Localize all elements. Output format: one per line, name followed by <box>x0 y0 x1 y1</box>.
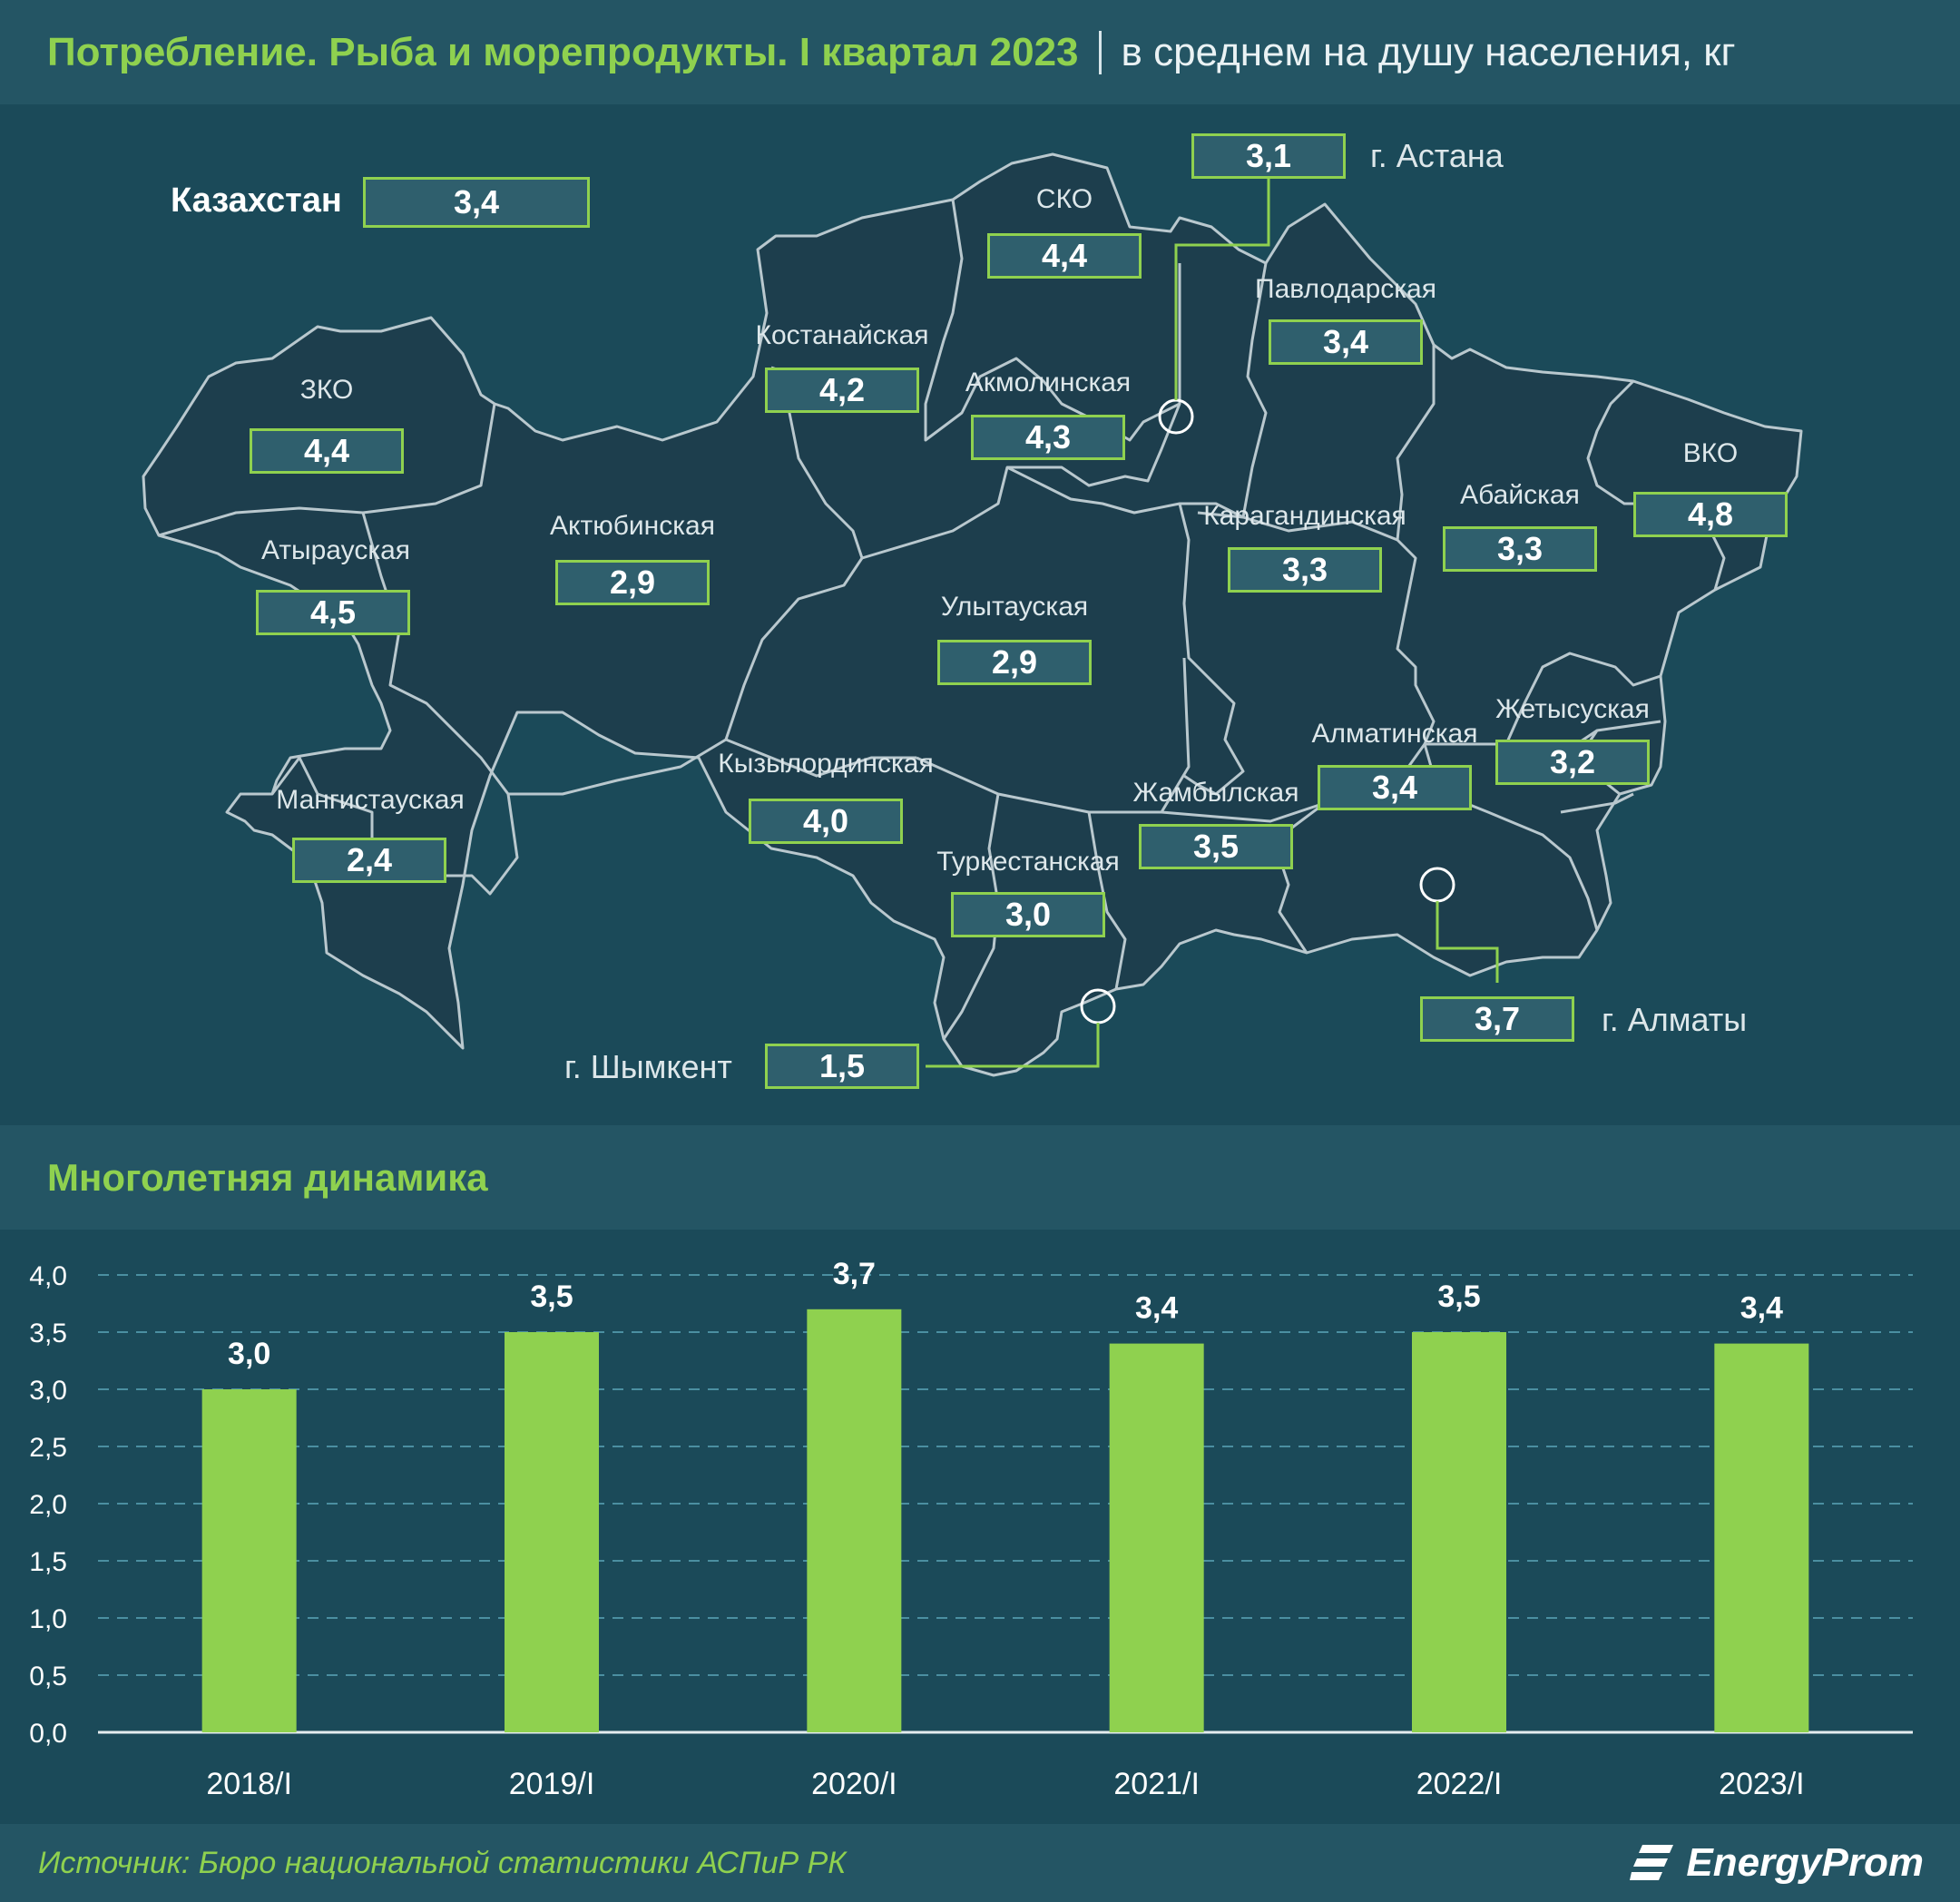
region-name-turkestan: Туркестанская <box>936 847 1120 877</box>
region-value-vko: 4,8 <box>1633 492 1788 537</box>
region-value-atyrau: 4,5 <box>256 590 410 635</box>
title-separator <box>1098 30 1102 74</box>
x-tick-label: 2019/I <box>509 1767 595 1801</box>
bar <box>807 1309 902 1732</box>
page-subtitle: в среднем на душу населения, кг <box>1121 29 1736 74</box>
x-tick-label: 2018/I <box>206 1767 292 1801</box>
page-title: Потребление. Рыба и морепродукты. I квар… <box>47 29 1079 74</box>
bar <box>1714 1343 1809 1732</box>
region-value-zhetysu: 3,2 <box>1495 740 1650 785</box>
y-tick-label: 3,0 <box>29 1376 67 1406</box>
x-tick-label: 2022/I <box>1416 1767 1503 1801</box>
bar <box>505 1332 599 1732</box>
bar-value-label: 3,5 <box>530 1279 573 1314</box>
region-name-almaty-region: Алматинская <box>1311 719 1478 749</box>
bar-value-label: 3,4 <box>1135 1291 1178 1326</box>
astana-leader-line <box>1174 156 1270 400</box>
city-name-astana: г. Астана <box>1370 137 1504 174</box>
bar-value-label: 3,4 <box>1740 1291 1783 1326</box>
region-name-atyrau: Атырауская <box>260 535 411 565</box>
region-name-vko: ВКО <box>1682 438 1739 468</box>
city-name-almaty: г. Алматы <box>1602 1001 1748 1038</box>
shymkent-leader-line <box>926 1023 1100 1068</box>
region-name-kyzylorda: Кызылординская <box>718 749 934 779</box>
almaty-leader-line <box>1436 901 1499 983</box>
city-name-shymkent: г. Шымкент <box>564 1048 732 1085</box>
region-value-almaty-region: 3,4 <box>1318 765 1472 810</box>
header: Потребление. Рыба и морепродукты. I квар… <box>0 0 1960 104</box>
region-value-kyzylorda: 4,0 <box>749 799 903 844</box>
x-tick-label: 2021/I <box>1113 1767 1200 1801</box>
region-name-karaganda: Карагандинская <box>1203 501 1406 531</box>
dynamics-header: Многолетняя динамика <box>0 1125 1960 1230</box>
energyprom-logo-icon <box>1630 1845 1674 1880</box>
region-value-pavlodar: 3,4 <box>1269 319 1423 365</box>
bar <box>1412 1332 1506 1732</box>
source-note: Источник: Бюро национальной статистики А… <box>38 1845 847 1880</box>
region-value-zko: 4,4 <box>250 428 404 474</box>
region-value-kostanay: 4,2 <box>765 368 919 413</box>
city-value-almaty: 3,7 <box>1420 996 1574 1042</box>
bar <box>201 1389 297 1732</box>
footer: Источник: Бюро национальной статистики А… <box>0 1824 1960 1902</box>
region-value-abay: 3,3 <box>1443 526 1597 572</box>
y-tick-label: 1,5 <box>29 1547 67 1577</box>
country-label: Казахстан <box>171 181 342 220</box>
region-value-sko: 4,4 <box>987 233 1142 279</box>
dynamics-bar-chart: 0,0 0,5 1,0 1,5 2,0 2,5 3,0 3,5 4,0 3,0 2018/I 3,5 2… <box>29 1257 1913 1801</box>
region-name-abay: Абайская <box>1460 480 1580 510</box>
region-value-zhambyl: 3,5 <box>1139 824 1293 869</box>
region-value-ulytau: 2,9 <box>937 640 1092 685</box>
x-tick-label: 2023/I <box>1719 1767 1805 1801</box>
map-panel: Казахстан 3,4 ЗКО 4,4 Атырауская 4,5 Ман… <box>0 104 1960 1125</box>
y-tick-label: 2,0 <box>29 1490 67 1520</box>
x-tick-label: 2020/I <box>811 1767 897 1801</box>
logo-text: EnergyProm <box>1686 1840 1924 1885</box>
bar <box>1109 1343 1204 1732</box>
region-name-ulytau: Улытауская <box>940 592 1089 622</box>
y-tick-label: 0,0 <box>29 1719 67 1749</box>
y-tick-label: 3,5 <box>29 1319 67 1348</box>
region-name-kostanay: Костанайская <box>755 320 929 350</box>
region-value-aktobe: 2,9 <box>555 560 710 605</box>
y-tick-label: 4,0 <box>29 1261 67 1291</box>
region-value-karaganda: 3,3 <box>1228 547 1382 593</box>
y-tick-label: 2,5 <box>29 1433 67 1463</box>
region-value-turkestan: 3,0 <box>951 892 1105 937</box>
bar-value-label: 3,0 <box>228 1337 270 1371</box>
region-name-aktobe: Актюбинская <box>550 511 715 541</box>
country-value: 3,4 <box>363 177 590 228</box>
energyprom-logo: EnergyProm <box>1630 1839 1924 1887</box>
y-tick-label: 1,0 <box>29 1604 67 1634</box>
city-value-shymkent: 1,5 <box>765 1044 919 1089</box>
bar-value-label: 3,5 <box>1437 1279 1480 1314</box>
region-name-sko: СКО <box>1035 184 1093 214</box>
region-name-zko: ЗКО <box>299 375 354 405</box>
region-name-zhetysu: Жетысуская <box>1495 694 1650 724</box>
region-value-mangistau: 2,4 <box>292 838 446 883</box>
region-value-akmola: 4,3 <box>971 415 1125 460</box>
y-tick-label: 0,5 <box>29 1662 67 1691</box>
region-name-pavlodar: Павлодарская <box>1255 274 1436 304</box>
dynamics-title: Многолетняя динамика <box>47 1155 488 1199</box>
region-name-akmola: Акмолинская <box>965 368 1132 397</box>
region-name-zhambyl: Жамбылская <box>1132 778 1299 808</box>
city-value-astana: 3,1 <box>1191 133 1346 179</box>
bar-value-label: 3,7 <box>833 1257 876 1291</box>
region-name-mangistau: Мангистауская <box>276 785 465 815</box>
